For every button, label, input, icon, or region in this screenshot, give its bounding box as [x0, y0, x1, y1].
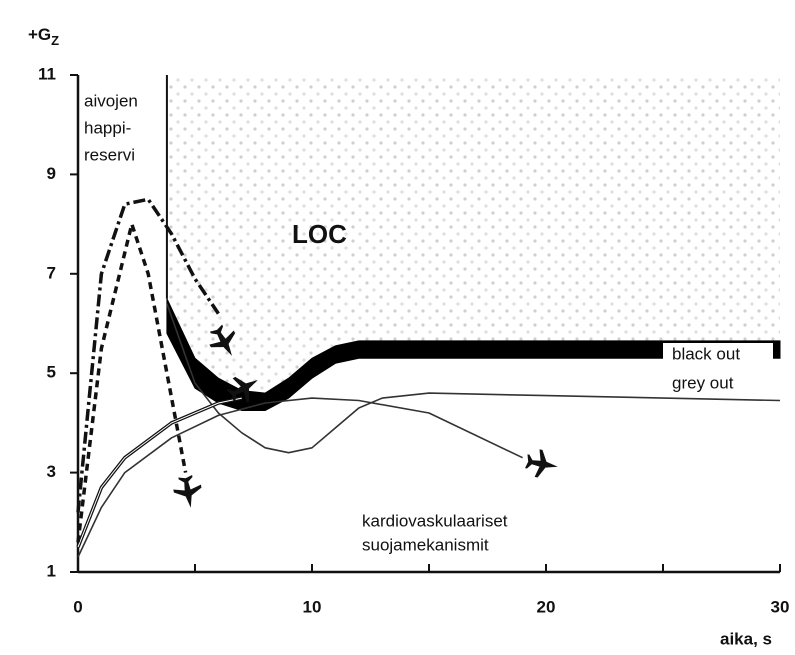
y-tick-label: 9 — [47, 164, 56, 183]
annotation: aivojen — [84, 91, 138, 110]
curve — [76, 222, 188, 543]
curve-inner — [77, 397, 242, 548]
aircraft — [226, 376, 258, 403]
x-tick-label: 20 — [537, 597, 556, 616]
label-box — [663, 343, 773, 365]
loc-region — [166, 75, 780, 394]
y-tick-label: 7 — [47, 263, 56, 282]
x-tick-label: 30 — [771, 597, 790, 616]
y-tick-label: 5 — [47, 363, 56, 382]
black-out-band — [166, 298, 781, 411]
annotation: reservi — [84, 145, 135, 164]
x-tick-label: 0 — [73, 597, 82, 616]
y-axis-label: +GZ — [28, 25, 59, 48]
aircraft-icons — [173, 324, 558, 508]
curve — [77, 397, 523, 558]
annotation: happi- — [84, 118, 131, 137]
annotation: grey out — [672, 373, 734, 392]
aircraft — [209, 324, 236, 356]
y-tick-label: 3 — [47, 462, 56, 481]
aircraft — [525, 449, 558, 478]
annotation: black out — [672, 344, 740, 363]
x-axis-label: aika, s — [720, 629, 772, 648]
aircraft — [173, 475, 202, 508]
plot: 1 3 5 7 9 11 0 10 20 30 — [38, 64, 789, 616]
curve — [76, 396, 243, 548]
y-tick-label: 1 — [47, 561, 56, 580]
y-tick-label: 11 — [38, 64, 56, 83]
loc-shading — [166, 75, 780, 394]
curve — [76, 197, 220, 513]
annotation: LOC — [292, 219, 347, 249]
annotation: suojamekanismit — [362, 535, 489, 554]
curve — [166, 303, 781, 454]
x-tick-label: 10 — [303, 597, 322, 616]
annotation: kardiovaskulaariset — [362, 511, 508, 530]
